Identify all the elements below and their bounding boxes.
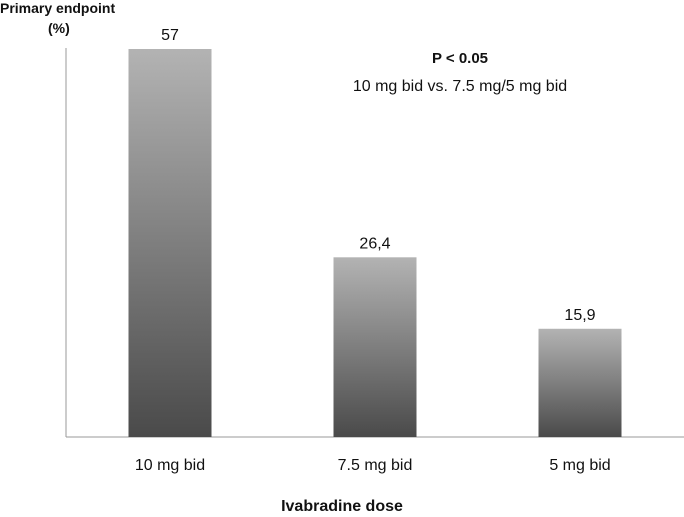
- category-label-2: 5 mg bid: [549, 457, 610, 474]
- category-label-1: 7.5 mg bid: [338, 457, 413, 474]
- annotation-comparison: 10 mg bid vs. 7.5 mg/5 mg bid: [352, 78, 568, 95]
- y-axis-label-primary-endpoint: Primary endpoint: [0, 0, 116, 16]
- bar-1: [333, 257, 417, 437]
- bar-0: [128, 49, 212, 437]
- annotation-p-value: P < 0.05: [431, 50, 489, 67]
- value-label-2: 15,9: [564, 307, 595, 324]
- y-axis-label-unit: (%): [48, 20, 70, 36]
- value-label-1: 26,4: [359, 235, 390, 252]
- x-axis-title: Ivabradine dose: [281, 498, 403, 515]
- category-label-0: 10 mg bid: [135, 457, 205, 474]
- value-label-0: 57: [161, 27, 179, 44]
- bar-2: [538, 328, 622, 437]
